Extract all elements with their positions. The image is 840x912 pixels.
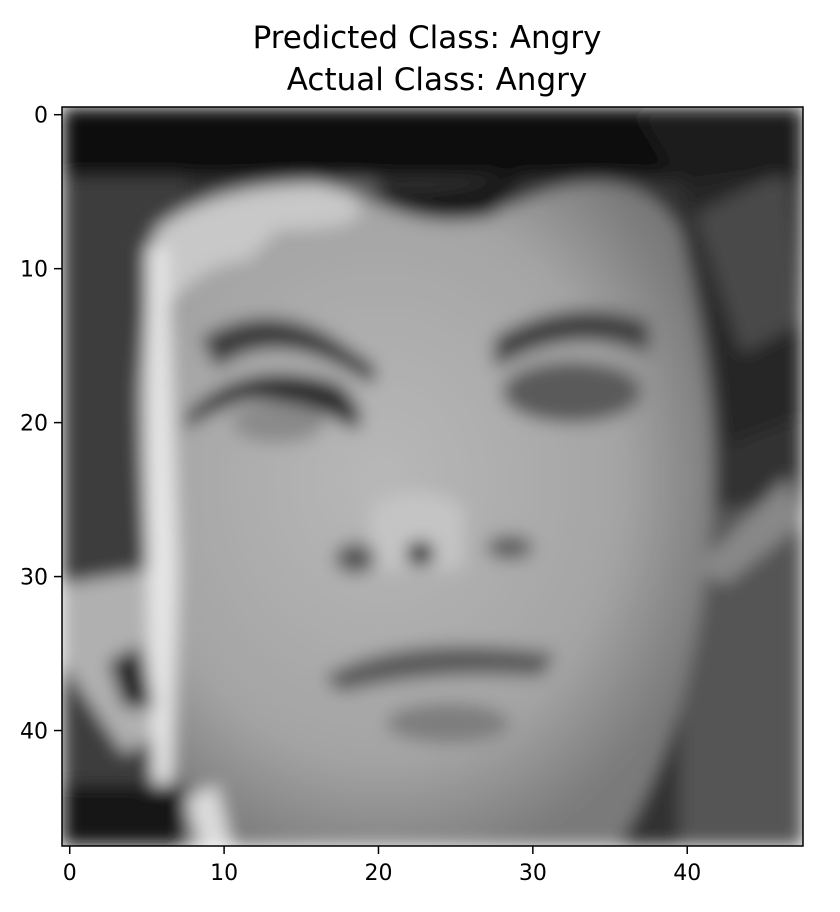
y-tick-label: 40 [20, 720, 48, 745]
y-tick-label: 10 [20, 258, 48, 283]
title-line: Predicted Class: Angry [253, 20, 602, 56]
x-tick-label: 0 [63, 861, 77, 886]
y-tick-label: 30 [20, 566, 48, 591]
title-line: Actual Class: Angry [287, 62, 587, 98]
y-tick-label: 20 [20, 412, 48, 437]
y-tick-label: 0 [34, 104, 48, 129]
x-tick-label: 20 [364, 861, 392, 886]
x-tick-label: 10 [210, 861, 238, 886]
x-tick-label: 40 [673, 861, 701, 886]
axes-frame [61, 106, 804, 847]
x-tick-label: 30 [519, 861, 547, 886]
face-image [62, 107, 803, 846]
